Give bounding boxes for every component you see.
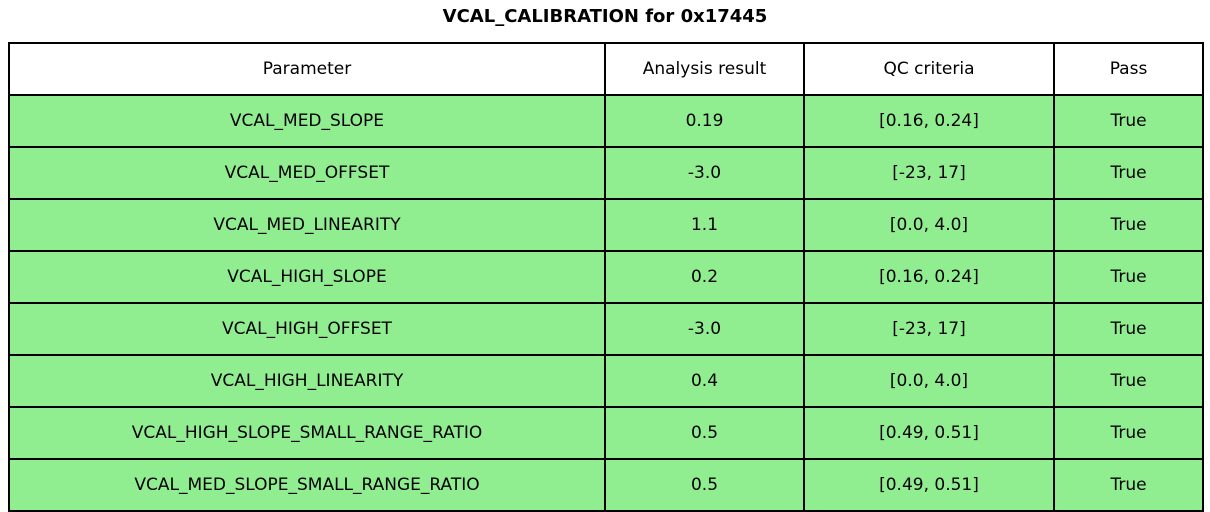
cell-parameter: VCAL_HIGH_OFFSET — [8, 302, 606, 356]
cell-parameter: VCAL_MED_OFFSET — [8, 146, 606, 200]
cell-pass: True — [1053, 406, 1204, 460]
cell-pass: True — [1053, 458, 1204, 512]
cell-pass: True — [1053, 250, 1204, 304]
cell-qc-criteria: [0.0, 4.0] — [803, 354, 1055, 408]
cell-pass: True — [1053, 146, 1204, 200]
table-row: VCAL_HIGH_OFFSET -3.0 [-23, 17] True — [8, 302, 1204, 356]
cell-analysis-result: -3.0 — [604, 302, 805, 356]
cell-parameter: VCAL_MED_SLOPE_SMALL_RANGE_RATIO — [8, 458, 606, 512]
column-header-parameter: Parameter — [8, 42, 606, 96]
cell-analysis-result: 0.2 — [604, 250, 805, 304]
cell-parameter: VCAL_HIGH_LINEARITY — [8, 354, 606, 408]
table-header-row: Parameter Analysis result QC criteria Pa… — [8, 42, 1204, 96]
cell-parameter: VCAL_HIGH_SLOPE_SMALL_RANGE_RATIO — [8, 406, 606, 460]
table-row: VCAL_HIGH_SLOPE_SMALL_RANGE_RATIO 0.5 [0.4… — [8, 406, 1204, 460]
table-row: VCAL_HIGH_LINEARITY 0.4 [0.0, 4.0] True — [8, 354, 1204, 408]
cell-pass: True — [1053, 198, 1204, 252]
cell-analysis-result: 0.4 — [604, 354, 805, 408]
table-body: VCAL_MED_SLOPE 0.19 [0.16, 0.24] True VCAL_M… — [8, 94, 1204, 512]
cell-qc-criteria: [0.16, 0.24] — [803, 250, 1055, 304]
page-title: VCAL_CALIBRATION for 0x17445 — [442, 6, 768, 27]
cell-pass: True — [1053, 94, 1204, 148]
table-row: VCAL_MED_SLOPE 0.19 [0.16, 0.24] True — [8, 94, 1204, 148]
cell-qc-criteria: [0.49, 0.51] — [803, 406, 1055, 460]
cell-parameter: VCAL_MED_LINEARITY — [8, 198, 606, 252]
qc-results-table: Parameter Analysis result QC criteria Pa… — [8, 42, 1204, 512]
cell-analysis-result: 1.1 — [604, 198, 805, 252]
cell-pass: True — [1053, 354, 1204, 408]
cell-qc-criteria: [0.16, 0.24] — [803, 94, 1055, 148]
cell-qc-criteria: [-23, 17] — [803, 302, 1055, 356]
table-row: VCAL_MED_SLOPE_SMALL_RANGE_RATIO 0.5 [0.49… — [8, 458, 1204, 512]
cell-qc-criteria: [-23, 17] — [803, 146, 1055, 200]
column-header-qc-criteria: QC criteria — [803, 42, 1055, 96]
cell-analysis-result: -3.0 — [604, 146, 805, 200]
cell-qc-criteria: [0.49, 0.51] — [803, 458, 1055, 512]
column-header-pass: Pass — [1053, 42, 1204, 96]
cell-parameter: VCAL_HIGH_SLOPE — [8, 250, 606, 304]
cell-parameter: VCAL_MED_SLOPE — [8, 94, 606, 148]
table-row: VCAL_MED_LINEARITY 1.1 [0.0, 4.0] True — [8, 198, 1204, 252]
cell-qc-criteria: [0.0, 4.0] — [803, 198, 1055, 252]
cell-analysis-result: 0.19 — [604, 94, 805, 148]
cell-analysis-result: 0.5 — [604, 406, 805, 460]
table-row: VCAL_HIGH_SLOPE 0.2 [0.16, 0.24] True — [8, 250, 1204, 304]
cell-analysis-result: 0.5 — [604, 458, 805, 512]
column-header-analysis-result: Analysis result — [604, 42, 805, 96]
table-row: VCAL_MED_OFFSET -3.0 [-23, 17] True — [8, 146, 1204, 200]
cell-pass: True — [1053, 302, 1204, 356]
